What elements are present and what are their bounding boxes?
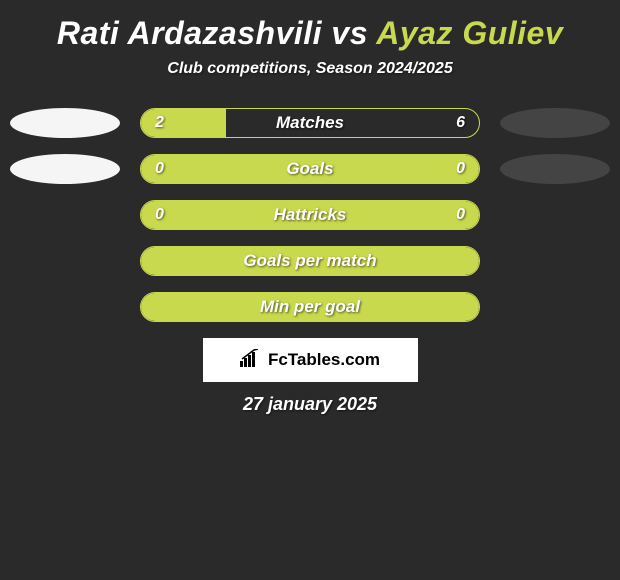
stat-label: Hattricks [141, 205, 479, 225]
vs-text: vs [331, 15, 368, 51]
logo-box: FcTables.com [203, 338, 418, 382]
stat-label: Matches [141, 113, 479, 133]
player2-name: Ayaz Guliev [376, 15, 563, 51]
player2-avatar [500, 292, 610, 322]
stat-row: 00Goals [0, 154, 620, 184]
player1-avatar [10, 108, 120, 138]
stat-row: 00Hattricks [0, 200, 620, 230]
comparison-infographic: Rati Ardazashvili vs Ayaz Guliev Club co… [0, 0, 620, 415]
stat-bar: 26Matches [140, 108, 480, 138]
stat-label: Goals [141, 159, 479, 179]
stat-bar: Goals per match [140, 246, 480, 276]
chart-icon [240, 349, 262, 372]
stat-row: Goals per match [0, 246, 620, 276]
stat-label: Goals per match [141, 251, 479, 271]
stat-bar: 00Hattricks [140, 200, 480, 230]
stat-row: Min per goal [0, 292, 620, 322]
player2-avatar [500, 154, 610, 184]
stat-label: Min per goal [141, 297, 479, 317]
player1-avatar [10, 200, 120, 230]
stat-bar: Min per goal [140, 292, 480, 322]
page-title: Rati Ardazashvili vs Ayaz Guliev [0, 0, 620, 60]
player1-avatar [10, 154, 120, 184]
subtitle: Club competitions, Season 2024/2025 [0, 60, 620, 108]
stats-list: 26Matches 00Goals 00Hattricks Goals per mat… [0, 108, 620, 322]
stat-row: 26Matches [0, 108, 620, 138]
player2-avatar [500, 246, 610, 276]
player1-name: Rati Ardazashvili [57, 15, 322, 51]
player1-avatar [10, 246, 120, 276]
player1-avatar [10, 292, 120, 322]
logo-text: FcTables.com [268, 350, 380, 370]
player2-avatar [500, 200, 610, 230]
player2-avatar [500, 108, 610, 138]
date-text: 27 january 2025 [0, 394, 620, 415]
stat-bar: 00Goals [140, 154, 480, 184]
